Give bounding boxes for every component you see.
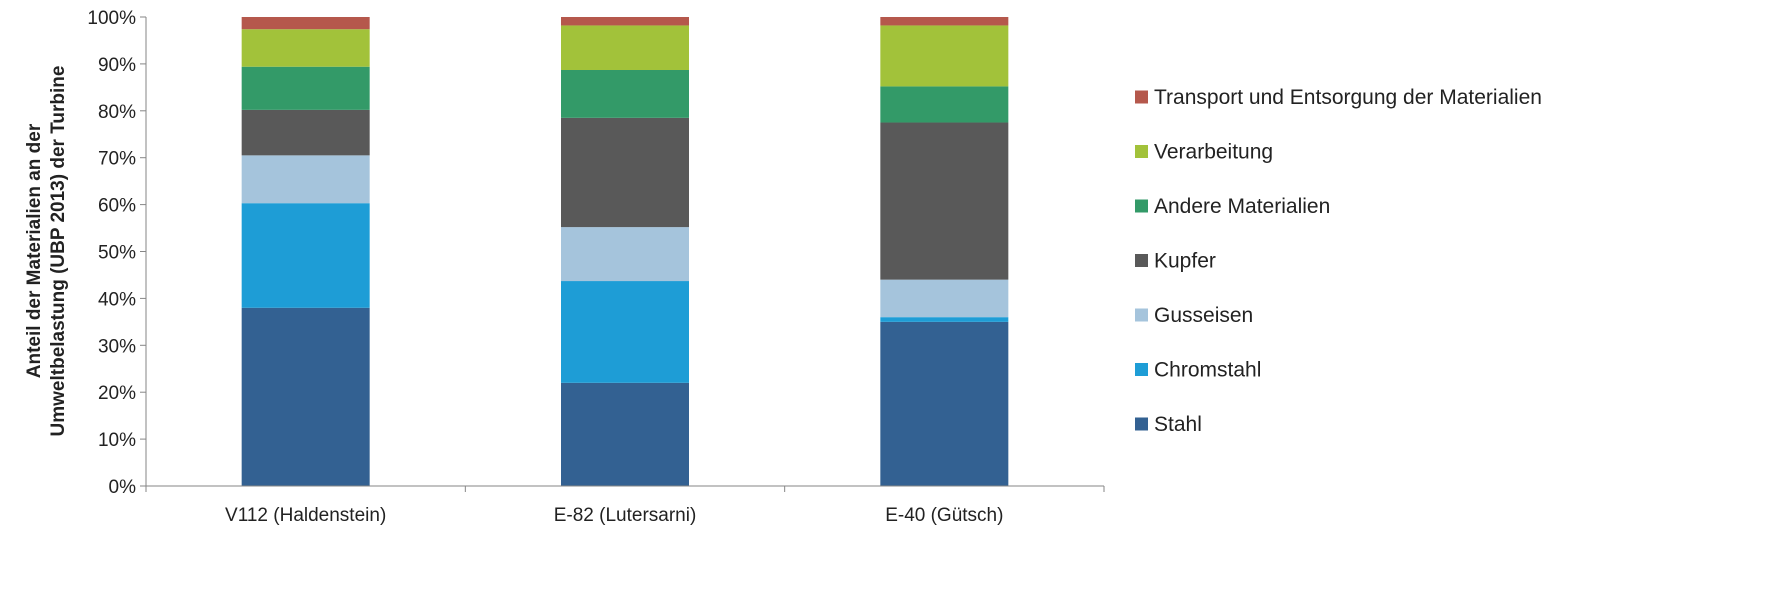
legend: Transport und Entsorgung der Materialien…: [1135, 86, 1542, 436]
y-tick-label: 50%: [98, 243, 136, 264]
legend-label: Transport und Entsorgung der Materialien: [1154, 86, 1542, 109]
y-tick-label: 90%: [98, 55, 136, 76]
bar-segment: [880, 25, 1009, 87]
y-axis-title-line-2: Umweltbelastung (UBP 2013) der Turbine: [48, 66, 69, 437]
y-tick-label: 70%: [98, 149, 136, 170]
bar-segment: [241, 66, 370, 110]
bar-segment: [561, 227, 689, 282]
y-tick-label: 10%: [98, 430, 136, 451]
x-category-label: V112 (Haldenstein): [225, 505, 386, 526]
legend-label: Gusseisen: [1154, 304, 1253, 327]
bar-segment: [241, 109, 370, 156]
bar-segment: [241, 17, 370, 30]
y-tick-label: 0%: [109, 477, 137, 498]
y-tick-label: 40%: [98, 289, 136, 310]
legend-label: Andere Materialien: [1154, 195, 1330, 218]
bar-segment: [880, 321, 1009, 486]
y-axis-title-line-1: Anteil der Materialien an der: [24, 123, 45, 378]
bar-segment: [561, 25, 689, 70]
bar-segment: [241, 155, 370, 204]
y-tick-label: 80%: [98, 102, 136, 123]
legend-swatch: [1135, 254, 1148, 267]
legend-label: Chromstahl: [1154, 359, 1261, 382]
y-ticks-layer: 0% 10% 20% 30% 40% 50% 60% 70% 80% 90% 100%: [87, 8, 146, 498]
legend-swatch: [1135, 308, 1148, 322]
x-ticks-layer: V112 (Haldenstein) E-82 (Lutersarni) E-40 …: [145, 486, 1105, 526]
bar-segment: [880, 17, 1009, 26]
bar-segment: [880, 86, 1009, 123]
bar-segment: [241, 203, 370, 308]
y-tick-label: 30%: [98, 336, 136, 357]
legend-swatch: [1135, 417, 1148, 431]
legend-swatch: [1135, 363, 1148, 376]
bar-segment: [561, 69, 689, 118]
bar-segment: [880, 279, 1009, 318]
y-tick-label: 60%: [98, 196, 136, 217]
bar-segment: [880, 317, 1009, 322]
bar-segment: [561, 382, 689, 486]
bar-segment: [561, 281, 689, 383]
bar-segment: [561, 17, 689, 26]
legend-swatch: [1135, 90, 1148, 104]
bar-segment: [241, 29, 370, 67]
legend-label: Stahl: [1154, 413, 1202, 436]
bar-segment: [880, 122, 1009, 280]
y-tick-label: 20%: [98, 383, 136, 404]
legend-swatch: [1135, 145, 1148, 158]
bar-segment: [561, 117, 689, 228]
legend-label: Kupfer: [1154, 250, 1216, 273]
y-tick-label: 100%: [87, 8, 136, 29]
legend-swatch: [1135, 199, 1148, 213]
bars-layer: [241, 17, 1009, 486]
bar-segment: [241, 307, 370, 486]
x-category-label: E-40 (Gütsch): [885, 505, 1003, 526]
y-axis-title: Anteil der Materialien an der Umweltbela…: [24, 66, 69, 437]
legend-label: Verarbeitung: [1154, 141, 1273, 164]
x-category-label: E-82 (Lutersarni): [554, 505, 697, 526]
